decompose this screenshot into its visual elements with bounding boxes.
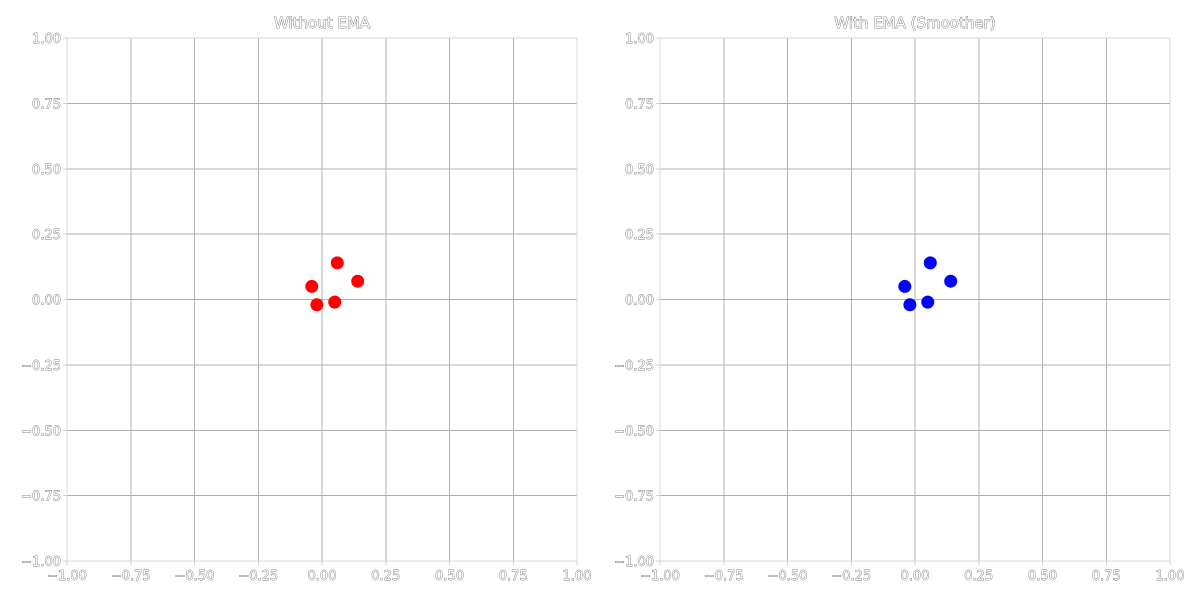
scatter-point: [903, 298, 917, 312]
y-tick-label: −0.75: [614, 490, 654, 505]
chart-title: Without EMA: [274, 14, 371, 32]
y-tick-label: −1.00: [614, 555, 654, 570]
scatter-point: [305, 279, 319, 293]
y-tick-label: −0.50: [614, 424, 654, 439]
scatter-point: [330, 256, 344, 270]
x-tick-label: −1.00: [47, 569, 87, 584]
x-tick-label: −0.75: [111, 569, 151, 584]
x-tick-label: −0.50: [175, 569, 215, 584]
y-tick-label: 0.00: [625, 294, 654, 309]
y-tick-label: −0.50: [21, 424, 61, 439]
scatter-point: [898, 279, 912, 293]
x-tick-label: −1.00: [640, 569, 680, 584]
y-tick-label: 1.00: [625, 32, 654, 47]
y-tick-label: 0.25: [32, 228, 61, 243]
x-tick-label: −0.50: [768, 569, 808, 584]
y-tick-label: −0.25: [21, 359, 61, 374]
x-tick-label: 0.75: [1092, 569, 1121, 584]
x-tick-label: 0.25: [964, 569, 993, 584]
x-tick-label: 0.50: [1028, 569, 1057, 584]
chart-panel-with-ema: With EMA (Smoother) −1.00 −0.75 −0.50 −0.25 0…: [614, 14, 1185, 585]
scatter-point: [923, 256, 937, 270]
x-tick-label: 0.50: [435, 569, 464, 584]
y-tick-label: −0.25: [614, 359, 654, 374]
x-tick-label: 0.75: [499, 569, 528, 584]
y-tick-label: −1.00: [21, 555, 61, 570]
scatter-point: [921, 295, 935, 309]
scatter-point: [310, 298, 324, 312]
scatter-point: [944, 274, 958, 288]
y-tick-label: 0.00: [32, 294, 61, 309]
y-tick-label: 0.25: [625, 228, 654, 243]
x-tick-label: 0.00: [901, 569, 930, 584]
x-tick-label: 0.00: [308, 569, 337, 584]
scatter-point: [328, 295, 342, 309]
scatter-point: [351, 274, 365, 288]
y-tick-label: 0.50: [32, 163, 61, 178]
y-tick-label: 0.50: [625, 163, 654, 178]
x-tick-label: −0.25: [238, 569, 278, 584]
x-tick-label: −0.25: [831, 569, 871, 584]
x-tick-label: 1.00: [1156, 569, 1185, 584]
x-tick-label: 0.25: [371, 569, 400, 584]
y-tick-label: 1.00: [32, 32, 61, 47]
y-tick-label: 0.75: [625, 97, 654, 112]
y-tick-label: 0.75: [32, 97, 61, 112]
y-tick-label: −0.75: [21, 490, 61, 505]
x-tick-label: −0.75: [704, 569, 744, 584]
chart-panel-without-ema: Without EMA −1.00 −0.75 −0.50 −0.25 0.00 0.25 0…: [21, 14, 592, 585]
chart-title: With EMA (Smoother): [834, 14, 995, 32]
x-tick-label: 1.00: [563, 569, 592, 584]
